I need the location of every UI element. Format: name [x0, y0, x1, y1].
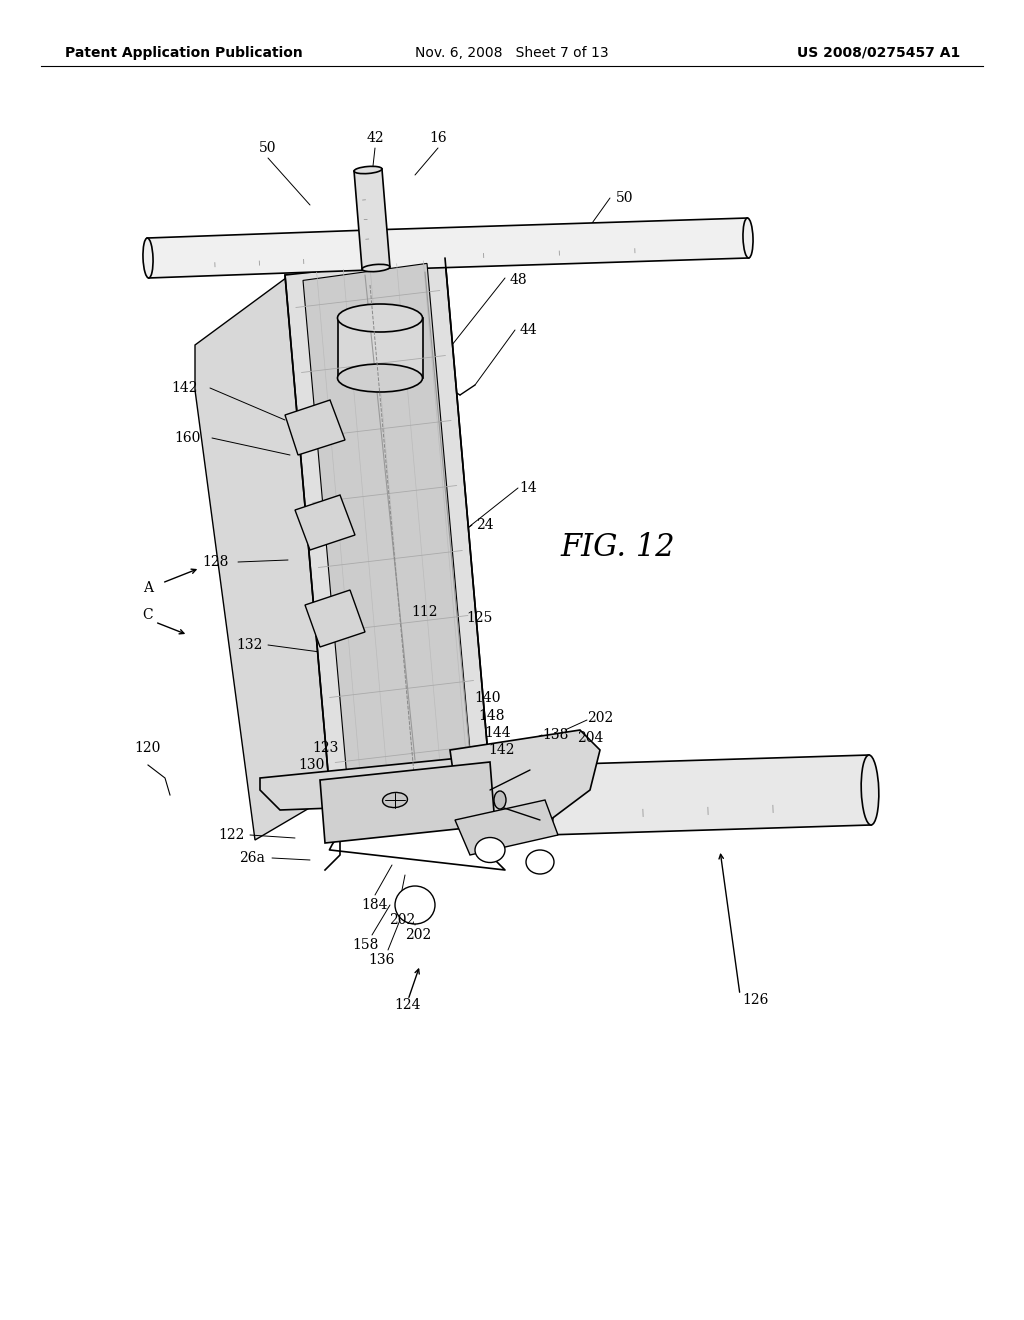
Polygon shape — [305, 590, 365, 647]
Text: A: A — [143, 581, 153, 595]
Text: 123: 123 — [312, 741, 338, 755]
Text: 138: 138 — [542, 729, 568, 742]
Ellipse shape — [338, 304, 423, 333]
Text: 204: 204 — [577, 731, 603, 744]
Ellipse shape — [383, 792, 408, 808]
Text: 122: 122 — [219, 828, 245, 842]
Text: 125: 125 — [467, 611, 494, 624]
Text: 184: 184 — [361, 898, 388, 912]
Polygon shape — [544, 755, 871, 836]
Text: 26a: 26a — [239, 851, 265, 865]
Text: 14: 14 — [519, 480, 537, 495]
Ellipse shape — [143, 238, 153, 279]
Text: 130: 130 — [299, 758, 326, 772]
Ellipse shape — [354, 166, 382, 174]
Polygon shape — [354, 169, 390, 269]
Text: 126: 126 — [741, 993, 768, 1007]
Text: 120: 120 — [135, 741, 161, 755]
Ellipse shape — [494, 791, 506, 809]
Polygon shape — [338, 318, 423, 378]
Text: Patent Application Publication: Patent Application Publication — [65, 46, 303, 59]
Text: 142: 142 — [488, 743, 515, 756]
Text: 44: 44 — [519, 323, 537, 337]
Ellipse shape — [743, 218, 753, 257]
Polygon shape — [455, 800, 558, 855]
Text: 144: 144 — [484, 726, 511, 741]
Polygon shape — [319, 762, 495, 843]
Ellipse shape — [338, 364, 423, 392]
Polygon shape — [295, 495, 355, 550]
Ellipse shape — [362, 264, 390, 272]
Text: 128: 128 — [202, 554, 228, 569]
Polygon shape — [303, 264, 472, 789]
Text: 136: 136 — [369, 953, 395, 968]
Ellipse shape — [475, 837, 505, 862]
Text: 202: 202 — [404, 928, 431, 942]
Polygon shape — [147, 230, 371, 279]
Text: 160: 160 — [175, 432, 201, 445]
Polygon shape — [285, 400, 345, 455]
Text: 112: 112 — [412, 605, 438, 619]
Text: 140: 140 — [475, 690, 502, 705]
Text: US 2008/0275457 A1: US 2008/0275457 A1 — [797, 46, 961, 59]
Text: 148: 148 — [479, 709, 505, 723]
Text: Nov. 6, 2008   Sheet 7 of 13: Nov. 6, 2008 Sheet 7 of 13 — [415, 46, 609, 59]
Polygon shape — [285, 257, 490, 795]
Text: 124: 124 — [394, 998, 421, 1012]
Text: FIG. 12: FIG. 12 — [561, 532, 675, 564]
Text: 50: 50 — [616, 191, 634, 205]
Text: 158: 158 — [352, 939, 378, 952]
Polygon shape — [370, 218, 749, 271]
Ellipse shape — [861, 755, 879, 825]
Polygon shape — [195, 275, 340, 840]
Text: 24: 24 — [476, 517, 494, 532]
Text: 16: 16 — [429, 131, 446, 145]
Polygon shape — [260, 748, 575, 810]
Text: 42: 42 — [367, 131, 384, 145]
Ellipse shape — [395, 886, 435, 924]
Text: 132: 132 — [237, 638, 263, 652]
Text: 48: 48 — [509, 273, 526, 286]
Text: 202: 202 — [587, 711, 613, 725]
Ellipse shape — [537, 766, 554, 836]
Text: 142: 142 — [172, 381, 199, 395]
Ellipse shape — [365, 230, 375, 271]
Text: C: C — [142, 609, 154, 622]
Ellipse shape — [526, 850, 554, 874]
Polygon shape — [450, 730, 600, 820]
Ellipse shape — [365, 230, 375, 271]
Text: 50: 50 — [259, 141, 276, 154]
Text: 202: 202 — [389, 913, 415, 927]
